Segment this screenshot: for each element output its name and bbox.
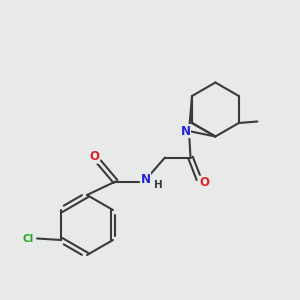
Text: O: O bbox=[199, 176, 209, 189]
Text: O: O bbox=[89, 150, 100, 163]
Text: N: N bbox=[140, 172, 151, 186]
Text: Cl: Cl bbox=[23, 233, 34, 244]
Text: H: H bbox=[154, 179, 162, 190]
Text: N: N bbox=[180, 124, 190, 138]
